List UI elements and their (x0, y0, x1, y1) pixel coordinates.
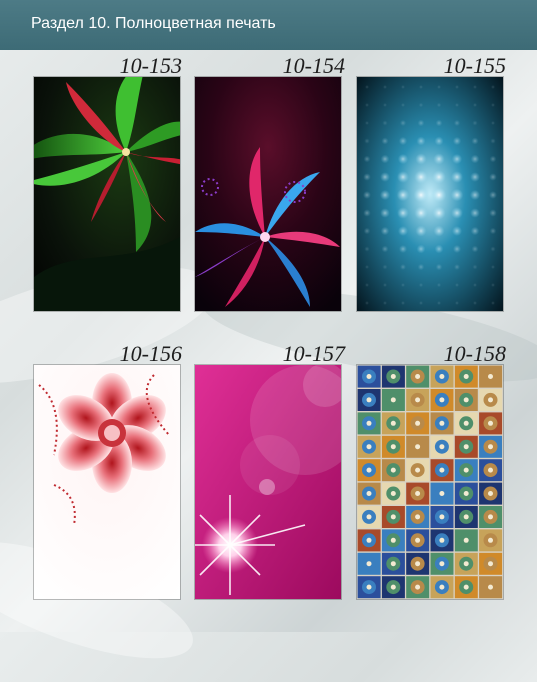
panel-image-blue-light-grid[interactable] (356, 76, 504, 312)
panel-image-blue-pink-burst[interactable] (194, 76, 342, 312)
panel-image-tile-mosaic[interactable] (356, 364, 504, 600)
panel-image-red-flower[interactable] (33, 364, 181, 600)
panel-code: 10-158 (443, 341, 506, 366)
panel-code: 10-157 (282, 341, 345, 366)
panel-code: 10-154 (282, 53, 345, 78)
panel-code: 10-156 (119, 341, 182, 366)
panel-image-green-red-fractal[interactable] (33, 76, 181, 312)
panel-code: 10-153 (119, 53, 182, 78)
section-title: Раздел 10. Полноцветная печать (31, 15, 276, 32)
panel-code: 10-155 (443, 53, 506, 78)
section-header: Раздел 10. Полноцветная печать (0, 0, 537, 50)
panel-image-magenta-sparkle[interactable] (194, 364, 342, 600)
